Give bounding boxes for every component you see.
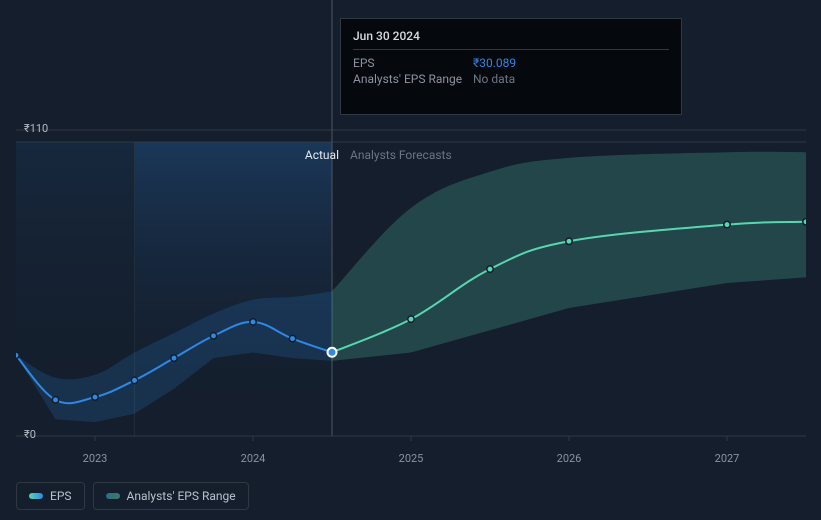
x-axis-label: 2024 (241, 452, 266, 465)
legend-item-range[interactable]: Analysts' EPS Range (93, 482, 249, 510)
x-axis-label: 2025 (399, 452, 424, 465)
legend-swatch-eps (29, 493, 43, 499)
legend-swatch-range (106, 493, 120, 499)
legend-label-range: Analysts' EPS Range (127, 489, 236, 503)
region-label-actual: Actual (305, 148, 339, 162)
chart-tooltip: Jun 30 2024 EPS ₹30.089 Analysts' EPS Ra… (340, 18, 682, 115)
x-axis-label: 2023 (83, 452, 108, 465)
legend-item-eps[interactable]: EPS (16, 482, 85, 510)
x-axis-label: 2026 (557, 452, 582, 465)
tooltip-key-eps: EPS (353, 56, 473, 70)
tooltip-value-range: No data (473, 72, 515, 86)
chart-legend: EPS Analysts' EPS Range (16, 482, 249, 510)
region-label-forecast: Analysts Forecasts (350, 148, 452, 162)
y-axis-label: ₹0 (24, 428, 36, 441)
tooltip-date: Jun 30 2024 (353, 29, 669, 50)
tooltip-value-eps: ₹30.089 (473, 56, 516, 70)
tooltip-key-range: Analysts' EPS Range (353, 72, 473, 86)
x-axis-label: 2027 (715, 452, 740, 465)
legend-label-eps: EPS (50, 489, 72, 503)
y-axis-label: ₹110 (24, 122, 48, 135)
